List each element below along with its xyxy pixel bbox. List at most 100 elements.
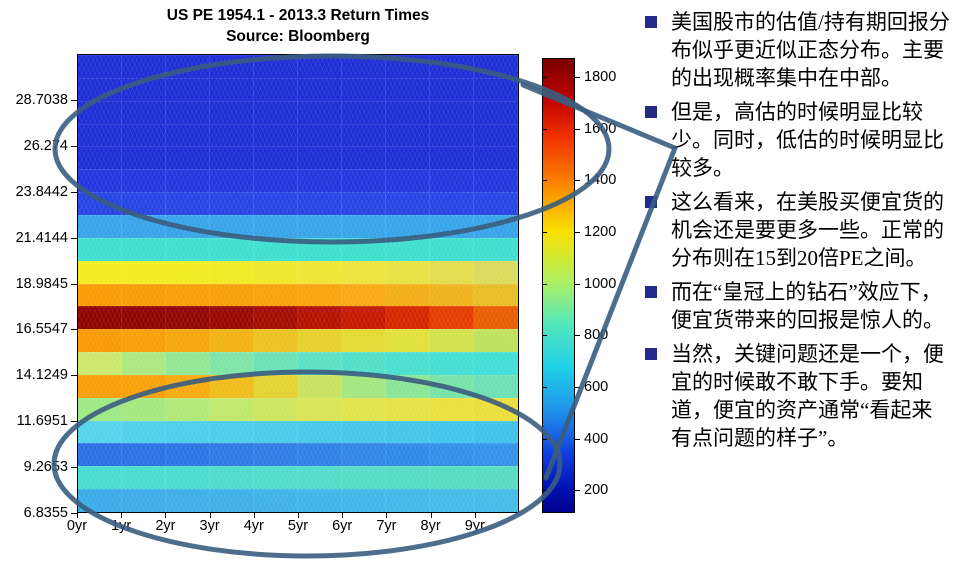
heatmap-cell bbox=[254, 169, 298, 193]
heatmap-cell bbox=[122, 192, 166, 215]
x-axis-label: 1yr bbox=[111, 518, 132, 534]
y-axis-label: 9.2653 bbox=[23, 459, 68, 476]
heatmap-cell bbox=[474, 169, 518, 193]
x-axis-label: 9yr bbox=[464, 518, 485, 534]
heatmap-cell bbox=[210, 100, 254, 124]
x-axis-label: 4yr bbox=[243, 518, 264, 534]
heatmap-cell bbox=[254, 466, 298, 490]
x-axis-label: 0yr bbox=[66, 518, 88, 534]
colorbar-tick-inner bbox=[543, 386, 547, 388]
heatmap-cell bbox=[78, 420, 122, 444]
heatmap-cell bbox=[386, 192, 430, 215]
heatmap-cell bbox=[122, 100, 166, 124]
heatmap-cell bbox=[298, 329, 342, 353]
heatmap-cell bbox=[254, 214, 298, 238]
chart-title: US PE 1954.1 - 2013.3 Return Times bbox=[166, 7, 430, 24]
heatmap-cell bbox=[210, 329, 254, 353]
heatmap-cell bbox=[298, 237, 342, 261]
heatmap-cell bbox=[386, 374, 430, 398]
heatmap-cell bbox=[78, 352, 122, 375]
heatmap-cell bbox=[342, 237, 386, 261]
heatmap-cell bbox=[78, 100, 122, 124]
heatmap-cell bbox=[122, 283, 166, 307]
bullet-item: 这么看来，在美股买便宜货的机会还是要更多一些。正常的分布则在15到20倍PE之间… bbox=[645, 188, 967, 272]
heatmap-cell bbox=[430, 77, 474, 101]
heatmap-cell bbox=[430, 329, 474, 353]
chart-subtitle: Source: Bloomberg bbox=[226, 28, 370, 45]
heatmap-cell bbox=[166, 397, 210, 421]
heatmap-cell bbox=[386, 77, 430, 101]
heatmap-cell bbox=[254, 489, 298, 512]
heatmap-cell bbox=[122, 352, 166, 375]
heatmap-cell bbox=[254, 77, 298, 101]
heatmap-cell bbox=[298, 420, 342, 444]
heatmap-cell bbox=[210, 169, 254, 193]
colorbar-label: 600 bbox=[584, 378, 609, 395]
y-axis-tick bbox=[71, 145, 77, 147]
heatmap-plot bbox=[77, 54, 519, 513]
heatmap-cell bbox=[122, 466, 166, 490]
heatmap-cell bbox=[298, 100, 342, 124]
colorbar-tick bbox=[575, 232, 580, 234]
heatmap-cell bbox=[254, 443, 298, 467]
heatmap-cell bbox=[78, 146, 122, 170]
heatmap-cell bbox=[298, 306, 342, 330]
heatmap-cell bbox=[430, 352, 474, 375]
heatmap-cell bbox=[254, 420, 298, 444]
heatmap-cell bbox=[298, 283, 342, 307]
heatmap-cell bbox=[386, 352, 430, 375]
heatmap-cell bbox=[474, 397, 518, 421]
y-axis-tick bbox=[71, 191, 77, 193]
heatmap-cell bbox=[430, 55, 474, 78]
heatmap-cell bbox=[386, 489, 430, 512]
bullet-square-icon bbox=[645, 286, 657, 298]
heatmap-cell bbox=[342, 374, 386, 398]
heatmap-cell bbox=[474, 77, 518, 101]
heatmap-cell bbox=[430, 192, 474, 215]
bullet-item: 而在“皇冠上的钻石”效应下，便宜货带来的回报是惊人的。 bbox=[645, 278, 967, 334]
x-axis-tick bbox=[121, 513, 123, 518]
colorbar-label: 1200 bbox=[584, 224, 617, 241]
x-axis-tick bbox=[209, 513, 211, 518]
heatmap-cell bbox=[166, 374, 210, 398]
heatmap-cell bbox=[298, 443, 342, 467]
heatmap-cell bbox=[298, 374, 342, 398]
x-axis-tick bbox=[165, 513, 167, 518]
x-axis-tick bbox=[77, 513, 78, 518]
heatmap-cell bbox=[342, 100, 386, 124]
heatmap-cell bbox=[430, 169, 474, 193]
heatmap-cell bbox=[254, 123, 298, 147]
heatmap-cell bbox=[210, 420, 254, 444]
heatmap-cell bbox=[78, 374, 122, 398]
heatmap-cell bbox=[122, 420, 166, 444]
bullet-square-icon bbox=[645, 348, 657, 360]
colorbar bbox=[542, 58, 575, 513]
colorbar-tick bbox=[575, 386, 580, 388]
heatmap-cell bbox=[254, 146, 298, 170]
y-axis-label: 18.9845 bbox=[15, 275, 68, 292]
heatmap-cell bbox=[342, 169, 386, 193]
heatmap-cell bbox=[78, 77, 122, 101]
heatmap-cell bbox=[122, 329, 166, 353]
heatmap-cell bbox=[386, 283, 430, 307]
heatmap-cell bbox=[122, 169, 166, 193]
y-axis-tick bbox=[71, 99, 77, 101]
heatmap-cell bbox=[342, 329, 386, 353]
heatmap-cell bbox=[78, 283, 122, 307]
colorbar-tick bbox=[575, 180, 580, 182]
x-axis-tick bbox=[298, 513, 299, 518]
heatmap-cell bbox=[166, 123, 210, 147]
heatmap-cell bbox=[298, 169, 342, 193]
y-axis-tick bbox=[71, 467, 77, 469]
colorbar-tick bbox=[575, 490, 580, 492]
x-axis-tick bbox=[474, 513, 476, 518]
heatmap-cell bbox=[78, 443, 122, 467]
colorbar-label: 1600 bbox=[584, 120, 617, 137]
heatmap-cell bbox=[210, 146, 254, 170]
chart-title-block: US PE 1954.1 - 2013.3 Return Times Sourc… bbox=[77, 5, 519, 47]
heatmap-cell bbox=[78, 397, 122, 421]
bullet-square-icon bbox=[645, 196, 657, 208]
x-axis-tick bbox=[342, 513, 344, 518]
heatmap-cell bbox=[386, 466, 430, 490]
heatmap-cell bbox=[78, 169, 122, 193]
